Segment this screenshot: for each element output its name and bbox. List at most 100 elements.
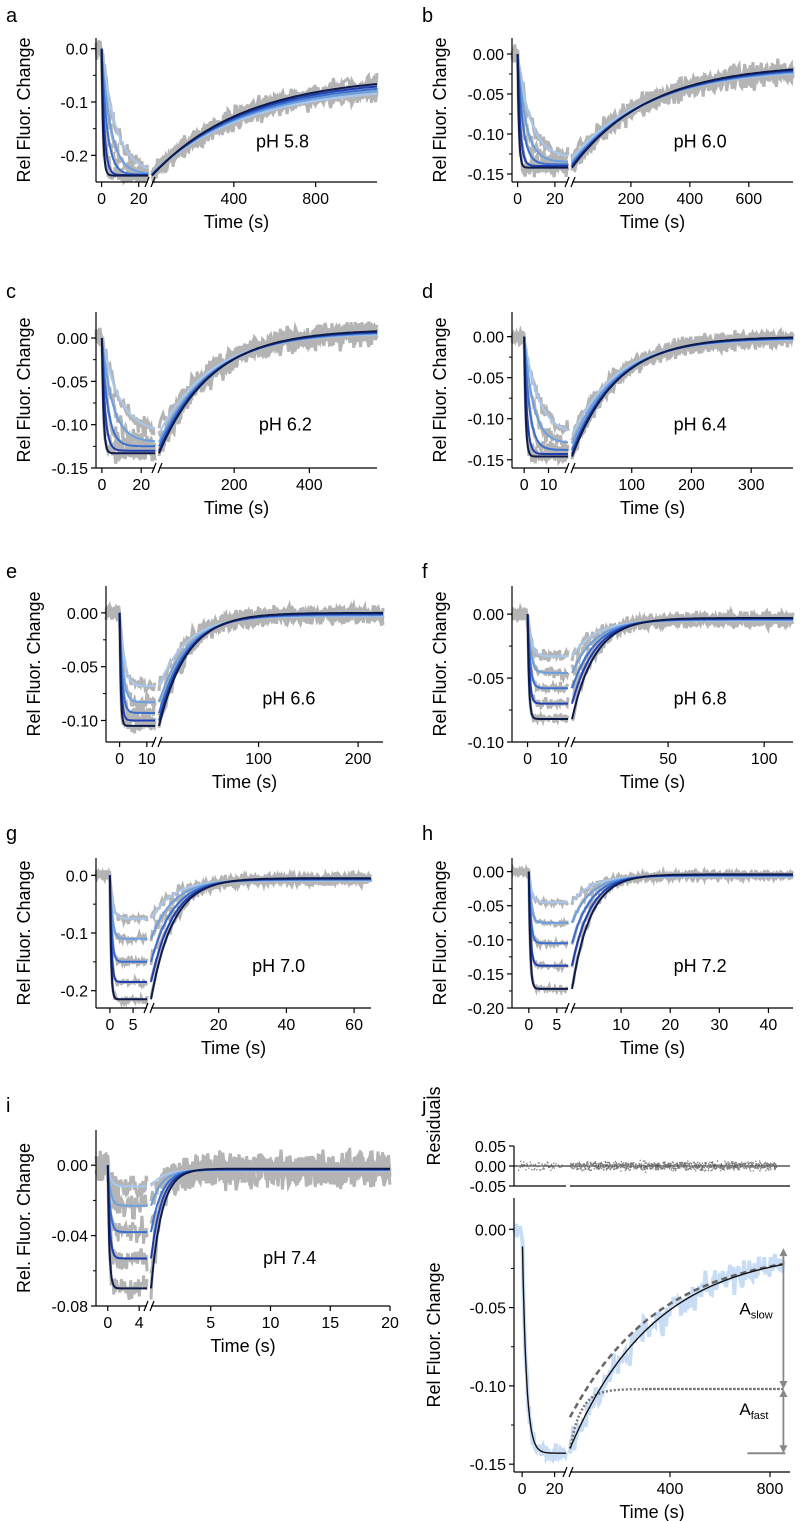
residual-scatter	[518, 1159, 777, 1173]
residuals-y-tick-label: 0.05	[475, 1139, 506, 1156]
axes: 0.00 -0.05 -0.10 -0.15 0 20 200 400 600	[468, 38, 793, 208]
x-tick-label: 0	[523, 751, 532, 768]
x-tick-label: 0	[97, 191, 106, 208]
x-tick-label: 400	[220, 191, 247, 208]
panel-title: pH 7.2	[674, 956, 727, 976]
axis-break-mark	[564, 176, 576, 188]
axes: 0.00 -0.05 -0.10 -0.15 0 10 100 200 300	[468, 312, 793, 494]
a-fast-subscript: fast	[751, 1410, 769, 1422]
x-tick-label: 4	[135, 1315, 144, 1332]
a-slow-subscript: slow	[751, 1310, 773, 1322]
fit-line-fast-5	[523, 336, 568, 458]
raw-trace-fast-5	[95, 870, 149, 1009]
fit-line-fast-4	[523, 336, 568, 455]
x-tick-label: 40	[760, 1017, 778, 1034]
fit-line-fast-3	[526, 614, 568, 690]
x-tick-label: 0	[524, 1017, 533, 1034]
a-fast-arrow-head-top	[779, 1389, 788, 1398]
fit-line-recovery-2	[571, 874, 793, 924]
panel-i: i 0.00 -0.04 -0.08 0 4 5 10 15 20 Time (s) Rel. Flu…	[6, 1095, 399, 1356]
x-tick-label: 800	[302, 191, 329, 208]
raw-trace-fast-3	[511, 865, 569, 952]
x-tick-label: 10	[550, 751, 568, 768]
x-tick-label: 20	[546, 191, 564, 208]
panel-letter: g	[6, 823, 17, 845]
panel-title: pH 7.0	[252, 956, 305, 976]
panel-letter: e	[6, 561, 17, 583]
fit-line-fast-4	[527, 871, 568, 967]
y-tick-label: -0.10	[62, 713, 99, 730]
x-tick-label: 400	[677, 191, 704, 208]
x-tick-label: 20	[381, 1315, 399, 1332]
fit-line-fast-4	[108, 875, 147, 983]
fit-line-recovery-5	[571, 68, 794, 169]
y-tick-label: 0.00	[473, 607, 504, 624]
y-tick-label: -0.10	[468, 735, 505, 752]
panel-title: pH 6.4	[674, 415, 727, 435]
axes: 0.00 -0.05 -0.10 -0.15 0 20 200 400	[52, 312, 377, 494]
y-axis-label: Rel Fluor. Change	[430, 317, 450, 462]
a-fast-arrow-head-bottom	[779, 1445, 788, 1454]
x-tick-label: 20	[661, 1017, 679, 1034]
y-axis-label: Rel Fluor. Change	[24, 591, 44, 736]
panel-e: e 0.00 -0.05 -0.10 0 10 100 200 Time (s) Rel Fluo…	[6, 561, 385, 792]
x-tick-label: 40	[277, 1017, 295, 1034]
fit-line-recovery-5	[571, 873, 793, 990]
y-axis-label: Rel Fluor. Change	[430, 860, 450, 1005]
y-tick-label: -0.05	[470, 1301, 507, 1318]
a-slow-arrow-head-bottom	[779, 1381, 788, 1390]
panel-title: pH 7.4	[263, 1248, 316, 1268]
traces	[510, 43, 795, 178]
slow-component-curve	[568, 1262, 784, 1418]
y-axis-label: Rel Fluor. Change	[430, 37, 450, 182]
raw-trace-fast-2	[510, 330, 570, 451]
y-tick-label: -0.08	[52, 1299, 89, 1316]
x-tick-label: 800	[757, 1481, 784, 1498]
fit-line-recovery-5	[571, 617, 793, 720]
fit-line-fast-1	[118, 612, 155, 687]
y-tick-label: -0.1	[60, 95, 88, 112]
fit-line-fast-5	[118, 612, 155, 727]
panel-d: d 0.00 -0.05 -0.10 -0.15 0 10 100 200 300 Time (s)…	[422, 281, 795, 518]
fit-line-fast-1	[526, 614, 568, 658]
traces	[510, 602, 795, 727]
fit-line-recovery-5	[158, 611, 383, 727]
raw-trace-fast-4	[94, 1154, 149, 1272]
y-axis-label: Rel Fluor. Change	[424, 1262, 444, 1407]
raw-trace-fast-2	[510, 863, 570, 929]
fit-line-fast-2	[100, 48, 149, 175]
axis-break-mark	[562, 1466, 574, 1478]
x-tick-label: 5	[206, 1315, 215, 1332]
fit-line-fast-4	[106, 1165, 147, 1260]
x-tick-label: 5	[552, 1017, 561, 1034]
y-tick-label: 0.00	[473, 330, 504, 347]
fit-line-fast-2	[526, 614, 568, 674]
fit-line-fast-1	[108, 875, 147, 920]
x-tick-label: 400	[296, 477, 323, 494]
traces	[94, 1147, 392, 1300]
x-tick-label: 10	[540, 477, 558, 494]
panel-letter: h	[422, 823, 433, 845]
y-tick-label: -0.15	[468, 453, 505, 470]
residual-points	[518, 1159, 777, 1173]
x-tick-label: 200	[618, 191, 645, 208]
axes: 0.00 -0.04 -0.08 0 4 5 10 15 20	[52, 1130, 399, 1332]
panel-letter: j	[421, 1095, 426, 1117]
y-tick-label: 0.00	[473, 47, 504, 64]
a-slow-label: Aslow	[739, 1300, 772, 1322]
fit-line-recovery	[569, 1263, 784, 1449]
panel-letter: c	[6, 281, 16, 303]
panel-letter: i	[6, 1095, 10, 1117]
y-tick-label: -0.15	[468, 167, 505, 184]
fit-line-fast-4	[118, 612, 155, 722]
y-tick-label: -0.10	[468, 933, 505, 950]
fit-line-fast-3	[516, 53, 568, 166]
panel-c: c 0.00 -0.05 -0.10 -0.15 0 20 200 400 Time (s) Rel…	[6, 281, 379, 518]
panel-title: pH 6.8	[674, 689, 727, 709]
fit-line-recovery-5	[150, 877, 371, 1000]
axes: 0.00 -0.05 -0.10 0 10 100 200	[62, 586, 383, 768]
x-axis-label: Time (s)	[212, 772, 277, 792]
traces	[512, 1223, 786, 1466]
y-axis-label: Rel Fluor. Change	[14, 37, 34, 182]
x-tick-label: 0	[520, 477, 529, 494]
